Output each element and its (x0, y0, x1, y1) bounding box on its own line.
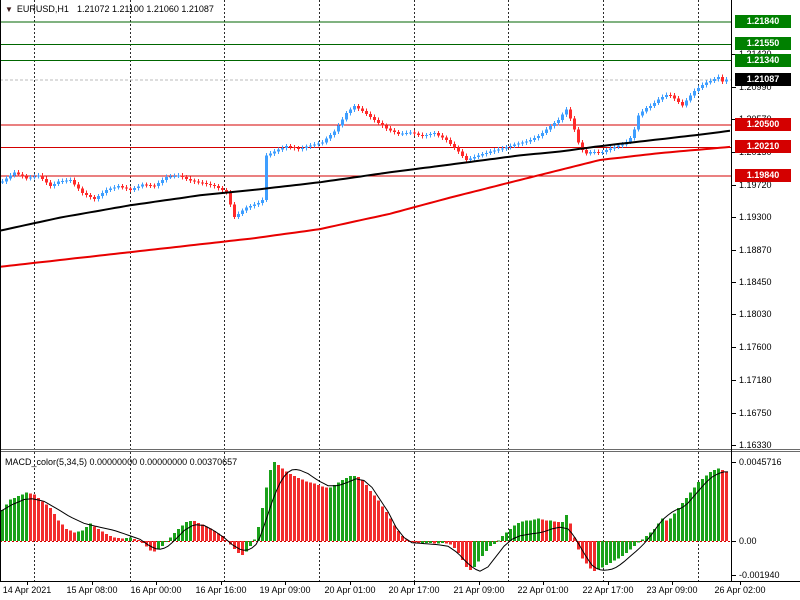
price-tick-label: 1.20990 (739, 82, 772, 92)
price-tick-mark (731, 314, 736, 316)
macd-tick-label: 0.0045716 (739, 457, 782, 467)
price-tick-label: 1.18450 (739, 277, 772, 288)
time-tick-mark (285, 582, 286, 585)
price-tick-label: 1.16750 (739, 407, 772, 418)
time-axis-label: 22 Apr 17:00 (582, 585, 634, 595)
time-tick-mark (543, 582, 544, 585)
axis-border-horizontal (0, 581, 800, 582)
main-chart-canvas[interactable] (0, 0, 731, 449)
chart-title: ▼ EURUSD,H1 1.21072 1.21100 1.21060 1.2108… (5, 4, 214, 14)
window-border-left (0, 0, 1, 581)
time-axis-label: 20 Apr 01:00 (324, 585, 376, 595)
macd-histogram (1, 462, 728, 572)
price-tick-mark (731, 184, 736, 186)
support-price-box: 1.20210 (735, 140, 791, 154)
symbol-dropdown-icon[interactable]: ▼ (5, 5, 13, 14)
price-tick-mark (731, 151, 736, 153)
time-axis-label: 21 Apr 09:00 (453, 585, 505, 595)
time-axis-label: 16 Apr 16:00 (195, 585, 247, 595)
time-axis-label: 20 Apr 17:00 (388, 585, 440, 595)
price-tick-mark (731, 53, 736, 55)
time-tick-mark (221, 582, 222, 585)
time-tick-mark (350, 582, 351, 585)
price-tick-label: 1.18030 (739, 309, 772, 320)
time-tick-mark (740, 582, 741, 585)
time-tick-mark (414, 582, 415, 585)
price-tick-mark (731, 87, 736, 88)
macd-tick-label: -0.001940 (739, 569, 780, 580)
time-tick-mark (672, 582, 673, 585)
resistance-price-box: 1.21340 (735, 53, 791, 67)
time-axis-label: 26 Apr 02:00 (714, 585, 766, 595)
time-axis-label: 22 Apr 01:00 (517, 585, 569, 595)
time-axis-label: 23 Apr 09:00 (646, 585, 698, 595)
price-tick-label: 1.17180 (739, 374, 772, 385)
time-tick-mark (156, 582, 157, 585)
resistance-price-box: 1.21550 (735, 37, 791, 51)
axis-border-vertical (731, 0, 732, 581)
time-tick-mark (92, 582, 93, 585)
current-price-box: 1.21087 (735, 73, 791, 87)
price-tick-label: 1.16330 (739, 440, 772, 450)
time-tick-mark (479, 582, 480, 585)
price-tick-mark (731, 282, 736, 284)
pane-splitter-bottom[interactable] (0, 451, 800, 452)
price-tick-mark (731, 119, 736, 121)
price-tick-label: 1.19720 (739, 179, 772, 190)
time-tick-mark (608, 582, 609, 585)
price-tick-label: 1.19300 (739, 211, 772, 222)
ma-black-line (0, 129, 731, 232)
resistance-price-box: 1.21840 (735, 15, 791, 29)
price-tick-mark (731, 249, 736, 251)
macd-pane-canvas[interactable] (0, 452, 731, 581)
time-tick-mark (27, 582, 28, 585)
price-tick-mark (731, 445, 736, 446)
price-tick-mark (731, 347, 736, 349)
macd-indicator-label: MACD_color(5,34,5) 0.00000000 0.00000000… (5, 457, 238, 467)
quote-ohlc-values: 1.21072 1.21100 1.21060 1.21087 (76, 4, 214, 14)
time-axis-label: 14 Apr 2021 (2, 585, 52, 595)
macd-signal-line (0, 468, 728, 572)
macd-tick-mark (731, 541, 736, 542)
ma-red-line (0, 145, 731, 268)
price-tick-mark (731, 412, 736, 414)
time-axis-label: 16 Apr 00:00 (130, 585, 182, 595)
macd-tick-label: 0.00 (739, 536, 757, 546)
pane-splitter-top[interactable] (0, 449, 800, 450)
macd-tick-mark (731, 462, 736, 463)
symbol-timeframe-label: EURUSD,H1 (16, 4, 69, 14)
price-tick-mark (731, 216, 736, 218)
support-price-box: 1.19840 (735, 168, 791, 182)
price-tick-label: 1.17600 (739, 342, 772, 353)
price-tick-mark (731, 379, 736, 381)
time-axis-label: 19 Apr 09:00 (259, 585, 311, 595)
time-axis-label: 15 Apr 08:00 (66, 585, 118, 595)
candles-layer (1, 74, 728, 220)
support-price-box: 1.20500 (735, 118, 791, 132)
macd-tick-mark (731, 574, 736, 576)
price-tick-label: 1.18870 (739, 244, 772, 255)
